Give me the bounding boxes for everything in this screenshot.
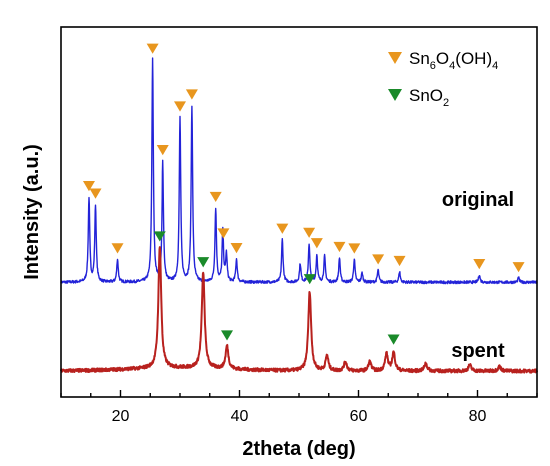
sn6o4oh4-marker-18 bbox=[512, 262, 525, 273]
series-line-spent bbox=[60, 246, 538, 374]
legend-marker-sno2 bbox=[388, 89, 402, 101]
legend-0-sub3: 4 bbox=[492, 60, 498, 72]
sn6o4oh4-marker-14 bbox=[348, 243, 361, 254]
sno2-marker-0 bbox=[153, 231, 166, 242]
legend-0-mid: O bbox=[436, 49, 449, 68]
sn6o4oh4-marker-13 bbox=[333, 241, 346, 253]
sno2-marker-4 bbox=[387, 334, 400, 345]
legend: Sn6O4(OH)4 SnO2 bbox=[388, 49, 498, 109]
legend-0-base: Sn bbox=[409, 49, 430, 68]
marker-layer bbox=[82, 43, 525, 345]
legend-label-sn6o4oh4: Sn6O4(OH)4 bbox=[409, 49, 498, 72]
legend-0-sub2: 4 bbox=[449, 60, 455, 72]
sno2-marker-3 bbox=[303, 274, 316, 285]
y-axis-label: Intensity (a.u.) bbox=[21, 144, 43, 280]
sn6o4oh4-marker-2 bbox=[111, 243, 124, 254]
x-tick-label: 20 bbox=[112, 408, 130, 425]
sn6o4oh4-marker-8 bbox=[217, 228, 230, 239]
legend-0-tail: (OH) bbox=[455, 49, 492, 68]
series-line-original bbox=[60, 57, 538, 285]
tick-layer: 20 40 60 80 bbox=[60, 390, 538, 425]
legend-label-sno2: SnO2 bbox=[409, 86, 449, 109]
sn6o4oh4-marker-16 bbox=[393, 255, 406, 267]
series-label-original: original bbox=[442, 189, 514, 211]
sn6o4oh4-marker-4 bbox=[156, 145, 169, 156]
sn6o4oh4-marker-7 bbox=[209, 191, 222, 203]
legend-1-sub1: 2 bbox=[443, 97, 449, 109]
legend-0-sub1: 6 bbox=[430, 60, 436, 72]
series-label-spent: spent bbox=[451, 340, 505, 362]
sn6o4oh4-marker-5 bbox=[174, 101, 186, 112]
sn6o4oh4-marker-9 bbox=[230, 242, 243, 254]
legend-marker-sn6o4oh4 bbox=[388, 52, 402, 64]
x-tick-label: 40 bbox=[231, 408, 249, 425]
sn6o4oh4-marker-1 bbox=[89, 188, 102, 199]
x-axis-label: 2theta (deg) bbox=[242, 438, 355, 460]
sn6o4oh4-marker-3 bbox=[146, 43, 159, 54]
sn6o4oh4-marker-11 bbox=[303, 227, 316, 238]
x-tick-label: 80 bbox=[469, 408, 487, 425]
legend-1-base: SnO bbox=[409, 86, 443, 105]
series-layer bbox=[60, 57, 538, 374]
sn6o4oh4-marker-17 bbox=[473, 259, 486, 270]
sno2-marker-1 bbox=[197, 257, 210, 268]
sno2-marker-2 bbox=[221, 330, 234, 341]
x-tick-label: 60 bbox=[350, 408, 368, 425]
sn6o4oh4-marker-15 bbox=[372, 254, 385, 265]
sn6o4oh4-marker-12 bbox=[310, 238, 323, 249]
sn6o4oh4-marker-6 bbox=[185, 89, 198, 100]
sn6o4oh4-marker-10 bbox=[276, 223, 289, 234]
sn6o4oh4-marker-0 bbox=[82, 181, 95, 192]
